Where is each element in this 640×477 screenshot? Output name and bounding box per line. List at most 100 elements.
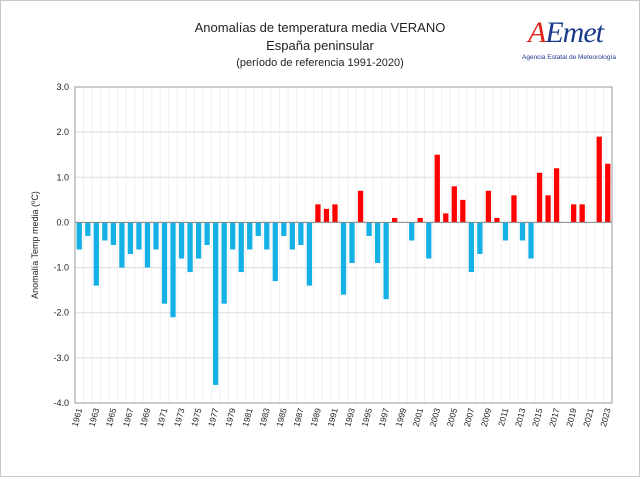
bar-2016	[545, 195, 551, 223]
x-tick-label: 1973	[172, 407, 187, 428]
x-tick-label: 1995	[359, 407, 374, 428]
bar-2022	[596, 136, 602, 223]
bar-1990	[323, 208, 330, 223]
x-tick-label: 1961	[70, 407, 85, 428]
bar-2010	[494, 217, 500, 223]
x-tick-label: 2003	[428, 407, 443, 428]
bar-1996	[374, 222, 381, 264]
x-tick-label: 1975	[189, 407, 204, 428]
bar-2012	[511, 195, 517, 223]
bar-1971	[161, 222, 168, 304]
x-tick-label: 1971	[155, 407, 170, 428]
chart-subtitle: España peninsular	[266, 38, 374, 53]
y-axis-title: Anomalía Temp media (ºC)	[30, 191, 40, 299]
x-tick-label: 2009	[479, 407, 494, 428]
x-tick-label: 2017	[547, 407, 562, 428]
bar-1995	[366, 222, 372, 236]
bar-1968	[136, 222, 142, 250]
bar-1962	[85, 222, 91, 236]
bar-2011	[502, 222, 509, 241]
y-tick-label: -1.0	[53, 263, 69, 273]
x-tick-label: 2021	[581, 407, 596, 428]
bar-1977	[213, 222, 219, 385]
x-tick-label: 1987	[291, 407, 306, 428]
bar-2017	[553, 168, 560, 223]
bar-2008	[477, 222, 483, 255]
bar-1969	[144, 222, 151, 268]
x-tick-label: 2001	[411, 407, 426, 428]
aemet-logo: AEmet Agencia Estatal de Meteorología	[522, 16, 616, 61]
bar-2006	[460, 199, 466, 223]
bar-1979	[230, 222, 236, 250]
bar-1985	[281, 222, 287, 236]
bar-2019	[571, 204, 577, 223]
bar-1965	[110, 222, 116, 245]
bar-2023	[605, 163, 611, 223]
y-tick-label: 0.0	[56, 217, 69, 227]
x-tick-label: 1977	[206, 407, 221, 428]
bar-1998	[392, 217, 398, 223]
bar-2013	[519, 222, 526, 241]
x-tick-label: 2013	[513, 407, 528, 428]
x-tick-label: 2019	[564, 407, 579, 428]
bar-1997	[383, 222, 389, 300]
y-tick-label: 3.0	[56, 82, 69, 92]
y-tick-label: -3.0	[53, 353, 69, 363]
bar-1989	[315, 204, 321, 223]
bar-1961	[76, 222, 82, 250]
y-tick-label: -4.0	[53, 398, 69, 408]
bar-1983	[264, 222, 270, 250]
x-tick-label: 1993	[342, 407, 357, 428]
bar-2004	[443, 213, 449, 223]
bar-1981	[247, 222, 253, 250]
bar-1970	[153, 222, 159, 250]
x-tick-label: 1983	[257, 407, 272, 428]
chart-reference-period: (período de referencia 1991-2020)	[236, 57, 404, 69]
bar-2000	[409, 222, 415, 241]
bar-1976	[204, 222, 210, 245]
x-tick-label: 2005	[445, 407, 460, 428]
bar-2020	[579, 204, 585, 223]
x-tick-label: 2011	[496, 407, 510, 428]
x-tick-label: 1991	[325, 407, 340, 428]
bar-1967	[127, 222, 134, 255]
bar-1984	[272, 222, 278, 282]
x-tick-label: 2007	[462, 407, 477, 428]
y-tick-label: 2.0	[56, 127, 69, 137]
bar-2014	[528, 222, 534, 259]
bar-1964	[102, 222, 108, 241]
x-tick-label: 2015	[530, 407, 545, 428]
bar-2007	[468, 222, 474, 273]
bar-1982	[255, 222, 261, 236]
plot-area	[74, 86, 613, 404]
bar-1993	[349, 222, 355, 264]
chart-title: Anomalías de temperatura media VERANO	[194, 20, 446, 35]
bar-2005	[451, 186, 457, 223]
bar-1980	[238, 222, 244, 273]
x-tick-label: 1989	[308, 407, 323, 428]
bar-1975	[195, 222, 202, 259]
x-tick-label: 1981	[240, 407, 255, 428]
bar-1972	[170, 222, 176, 318]
bar-1978	[221, 222, 227, 304]
x-tick-label: 1967	[121, 407, 136, 428]
bar-1973	[178, 222, 185, 259]
y-tick-label: -2.0	[53, 308, 69, 318]
y-tick-label: 1.0	[56, 172, 69, 182]
x-tick-label: 1969	[138, 407, 153, 428]
x-tick-label: 1999	[394, 407, 409, 428]
bar-2003	[434, 154, 440, 223]
x-tick-label: 1965	[104, 407, 119, 428]
x-tick-label: 1979	[223, 407, 238, 428]
bar-1992	[340, 222, 347, 295]
bar-2002	[426, 222, 432, 259]
bar-2009	[485, 190, 492, 223]
bar-2015	[536, 172, 543, 223]
bar-1994	[357, 190, 364, 223]
bar-1963	[93, 222, 99, 286]
bar-1991	[332, 204, 338, 223]
x-tick-label: 2023	[598, 407, 613, 428]
bar-1974	[187, 222, 193, 273]
bar-1966	[119, 222, 125, 268]
